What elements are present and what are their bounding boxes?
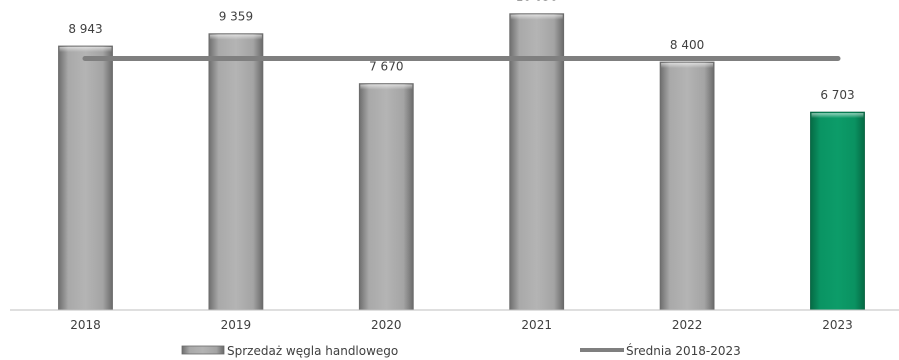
x-tick-2019: 2019 xyxy=(221,318,252,332)
bar-highlight-2018 xyxy=(59,47,112,52)
value-label-2022: 8 400 xyxy=(670,38,704,52)
value-label-2018: 8 943 xyxy=(68,22,102,36)
legend-label-sales: Sprzedaż węgla handlowego xyxy=(227,344,398,358)
bar-2021 xyxy=(509,13,565,311)
value-label-2020: 7 670 xyxy=(369,60,403,74)
bar-highlight-2019 xyxy=(209,34,262,40)
bar-2023 xyxy=(810,111,865,311)
bar-highlight-2020 xyxy=(360,84,413,90)
legend-item-average: Średnia 2018-2023 xyxy=(580,343,741,358)
bar-2020 xyxy=(358,83,414,311)
x-tick-2022: 2022 xyxy=(672,318,703,332)
value-label-2019: 9 359 xyxy=(219,10,253,24)
value-label-2021: 10 036 xyxy=(516,0,558,4)
bar-2018 xyxy=(58,45,113,311)
bar-highlight-2021 xyxy=(510,14,563,20)
legend: Sprzedaż węgla handlowego Średnia 2018-2… xyxy=(181,343,741,358)
legend-label-average: Średnia 2018-2023 xyxy=(626,343,741,358)
bar-highlight-2023 xyxy=(811,113,864,119)
x-tick-2020: 2020 xyxy=(371,318,402,332)
x-tick-2023: 2023 xyxy=(822,318,853,332)
bar-highlight-2022 xyxy=(661,63,714,68)
bar-2019 xyxy=(208,33,264,311)
legend-item-sales: Sprzedaż węgla handlowego xyxy=(181,344,398,358)
x-tick-2018: 2018 xyxy=(70,318,101,332)
value-labels-layer: 8 943 9 359 7 670 10 036 8 400 6 703 xyxy=(68,0,854,102)
x-tick-2021: 2021 xyxy=(521,318,552,332)
value-label-2023: 6 703 xyxy=(820,88,854,102)
bar-2022 xyxy=(659,61,715,311)
x-axis-ticks: 2018 2019 2020 2021 2022 2023 xyxy=(70,318,853,332)
legend-swatch-sales xyxy=(181,345,225,355)
